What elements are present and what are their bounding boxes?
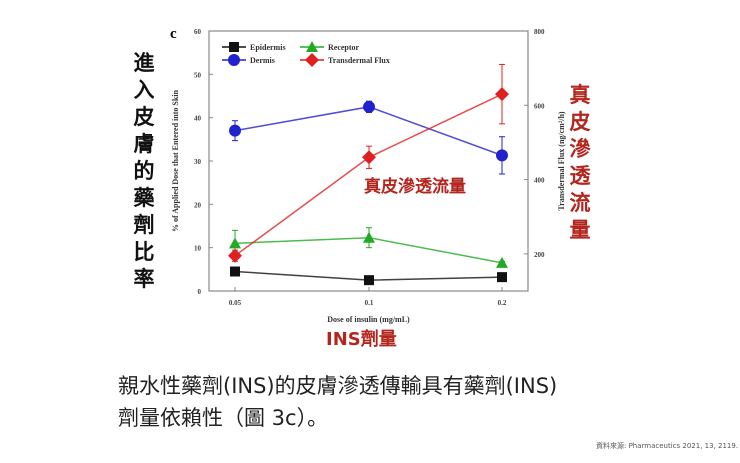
y-tick-label: 50 — [194, 71, 202, 79]
receptor-point — [496, 256, 508, 268]
left-axis-chinese-label: 進入皮膚的藥劑比率 — [133, 51, 155, 291]
legend-epidermis-marker — [229, 42, 239, 52]
x-tick-label: 0.1 — [365, 299, 374, 307]
legend-receptor-label: Receptor — [328, 43, 360, 52]
x-tick-label: 0.2 — [498, 299, 507, 307]
source-citation: 資料來源: Pharmaceutics 2021, 13, 2119. — [596, 442, 739, 450]
chart: c 0 10 20 30 40 50 60 200 400 600 800 0.05 0.1 0.2 Dose… — [170, 26, 566, 324]
dermis-point — [363, 100, 375, 113]
legend-dermis-marker — [228, 54, 240, 66]
epidermis-point — [230, 266, 240, 277]
transdermal-flux-point — [495, 87, 509, 102]
x-tick-label: 0.05 — [229, 299, 242, 307]
x-axis-label: Dose of insulin (mg/mL) — [327, 315, 410, 324]
y-right-tick-label: 200 — [534, 251, 545, 259]
y-right-tick-label: 400 — [534, 177, 545, 185]
y-tick-label: 40 — [194, 115, 202, 123]
dermis-point — [229, 124, 241, 137]
transdermal-flux-point — [362, 150, 376, 165]
y-right-axis-label: Transdermal Flux (ng/cm²/h) — [557, 111, 566, 210]
legend-epidermis-label: Epidermis — [250, 43, 286, 52]
caption-line-2: 劑量依賴性（圖 3c）。 — [118, 406, 329, 430]
y-right-tick-label: 800 — [534, 28, 545, 36]
y-right-tick-label: 600 — [534, 102, 545, 110]
y-tick-label: 0 — [198, 288, 202, 296]
dermis-point — [496, 149, 508, 162]
y-tick-label: 60 — [194, 28, 202, 36]
transdermal-flux-point — [228, 248, 242, 263]
caption: 親水性藥劑(INS)的皮膚滲透傳輸具有藥劑(INS) 劑量依賴性（圖 3c）。 — [118, 370, 557, 434]
x-axis-chinese-label: INS劑量 — [326, 329, 397, 350]
right-axis-chinese-label: 真皮滲透流量 — [569, 83, 591, 242]
legend-receptor-marker — [306, 41, 318, 52]
receptor-point — [229, 237, 241, 249]
epidermis-point — [364, 275, 374, 286]
caption-line-1: 親水性藥劑(INS)的皮膚滲透傳輸具有藥劑(INS) — [118, 374, 558, 398]
legend-transdermal-flux-marker — [305, 53, 319, 67]
flux-annotation: 真皮滲透流量 — [364, 177, 466, 197]
y-axis-label: % of Applied Dose that Entered into Skin — [171, 90, 180, 232]
panel-label: c — [170, 26, 177, 42]
y-tick-label: 10 — [194, 245, 202, 253]
epidermis-point — [497, 272, 507, 283]
legend-dermis-label: Dermis — [250, 56, 275, 65]
legend-transdermal-flux-label: Transdermal Flux — [328, 56, 390, 65]
receptor-point — [363, 231, 375, 243]
y-tick-label: 20 — [194, 201, 202, 209]
y-tick-label: 30 — [194, 158, 202, 166]
